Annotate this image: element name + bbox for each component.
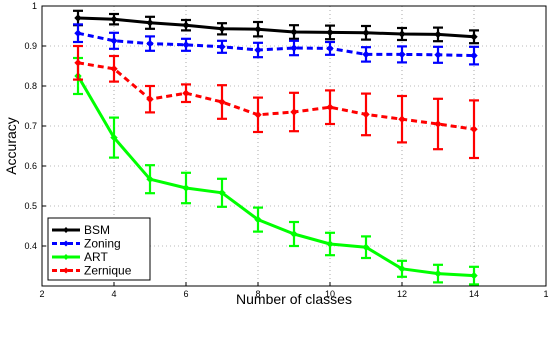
legend-label-bsm: BSM (84, 223, 110, 237)
legend-label-zoning: Zoning (84, 237, 121, 251)
series-bsm (73, 9, 479, 45)
art-point (398, 265, 406, 273)
art-point (326, 240, 334, 248)
art-point (110, 133, 118, 142)
art-line (76, 75, 475, 278)
art-point (434, 269, 442, 278)
y-axis-label: Accuracy (3, 117, 19, 175)
y-tick-label: 1 (32, 1, 37, 11)
zernique-point (182, 89, 190, 97)
axis-ticks: 2 4 6 8 10 12 14 1 0.4 0.5 0.6 0.7 0.8 0.9 1 (24, 1, 548, 299)
x-tick-label: 12 (397, 289, 407, 299)
y-tick-label: 0.9 (24, 41, 37, 51)
zernique-point (254, 111, 262, 119)
legend-item-zoning: Zoning (52, 237, 121, 251)
bsm-point (74, 14, 82, 22)
zoning-point (398, 50, 406, 59)
legend-label-zernique: Zernique (84, 264, 132, 278)
zoning-point (218, 43, 226, 51)
art-point (218, 189, 226, 197)
legend-marker-art (63, 254, 69, 260)
legend-marker-zoning (63, 240, 69, 247)
y-tick-label: 0.8 (24, 81, 37, 91)
zoning-point (110, 37, 118, 45)
zoning-point (326, 44, 334, 53)
art-point (182, 184, 190, 192)
zoning-point (434, 51, 442, 59)
art-point (146, 175, 154, 183)
bsm-point (326, 28, 334, 37)
bsm-point (110, 15, 118, 23)
x-axis-label: Number of classes (236, 291, 352, 307)
art-point (254, 215, 262, 224)
bsm-point (398, 30, 406, 38)
legend-marker-zernique (63, 267, 69, 274)
x-tick-label: 1 (543, 289, 548, 299)
zoning-point (470, 51, 478, 60)
zoning-point (182, 41, 190, 49)
x-tick-label: 6 (183, 289, 188, 299)
series-group (73, 9, 479, 286)
art-point (362, 243, 370, 251)
series-zoning (73, 23, 479, 66)
y-tick-label: 0.5 (24, 201, 37, 211)
zoning-point (74, 29, 82, 37)
zernique-point (218, 98, 226, 106)
x-tick-label: 4 (111, 289, 116, 299)
y-tick-label: 0.7 (24, 121, 37, 131)
x-tick-label: 14 (469, 289, 479, 299)
zernique-point (110, 65, 118, 73)
bsm-point (182, 21, 190, 29)
zernique-point (146, 95, 154, 103)
zernique-point (362, 110, 370, 119)
zernique-point (326, 103, 334, 111)
y-tick-label: 0.6 (24, 161, 37, 171)
series-zernique (73, 44, 479, 160)
bsm-point (254, 25, 262, 33)
zernique-point (434, 120, 442, 128)
x-tick-label: 8 (255, 289, 260, 299)
plot-area (41, 5, 547, 287)
zernique-point (470, 125, 478, 133)
zernique-point (74, 59, 82, 67)
zernique-line (77, 61, 475, 131)
zoning-point (254, 46, 262, 54)
legend-item-zernique: Zernique (52, 264, 132, 278)
x-tick-label: 10 (325, 289, 335, 299)
x-tick-label: 2 (39, 289, 44, 299)
bsm-point (470, 33, 478, 41)
art-point (470, 271, 478, 280)
legend-marker-bsm (63, 227, 69, 233)
zoning-line (77, 31, 475, 58)
bsm-line (77, 16, 475, 39)
bsm-point (218, 25, 226, 33)
zernique-point (398, 115, 406, 123)
zernique-point (290, 108, 298, 116)
zoning-point (290, 44, 298, 52)
bsm-point (146, 19, 154, 27)
bsm-point (434, 30, 442, 39)
y-tick-label: 0.4 (24, 241, 37, 251)
legend-item-art: ART (52, 250, 108, 264)
bsm-point (290, 28, 298, 36)
zoning-point (146, 39, 154, 48)
bsm-point (362, 29, 370, 37)
legend-item-bsm: BSM (52, 223, 110, 237)
art-point (290, 230, 298, 238)
legend-label-art: ART (84, 250, 108, 264)
zoning-point (362, 50, 370, 59)
